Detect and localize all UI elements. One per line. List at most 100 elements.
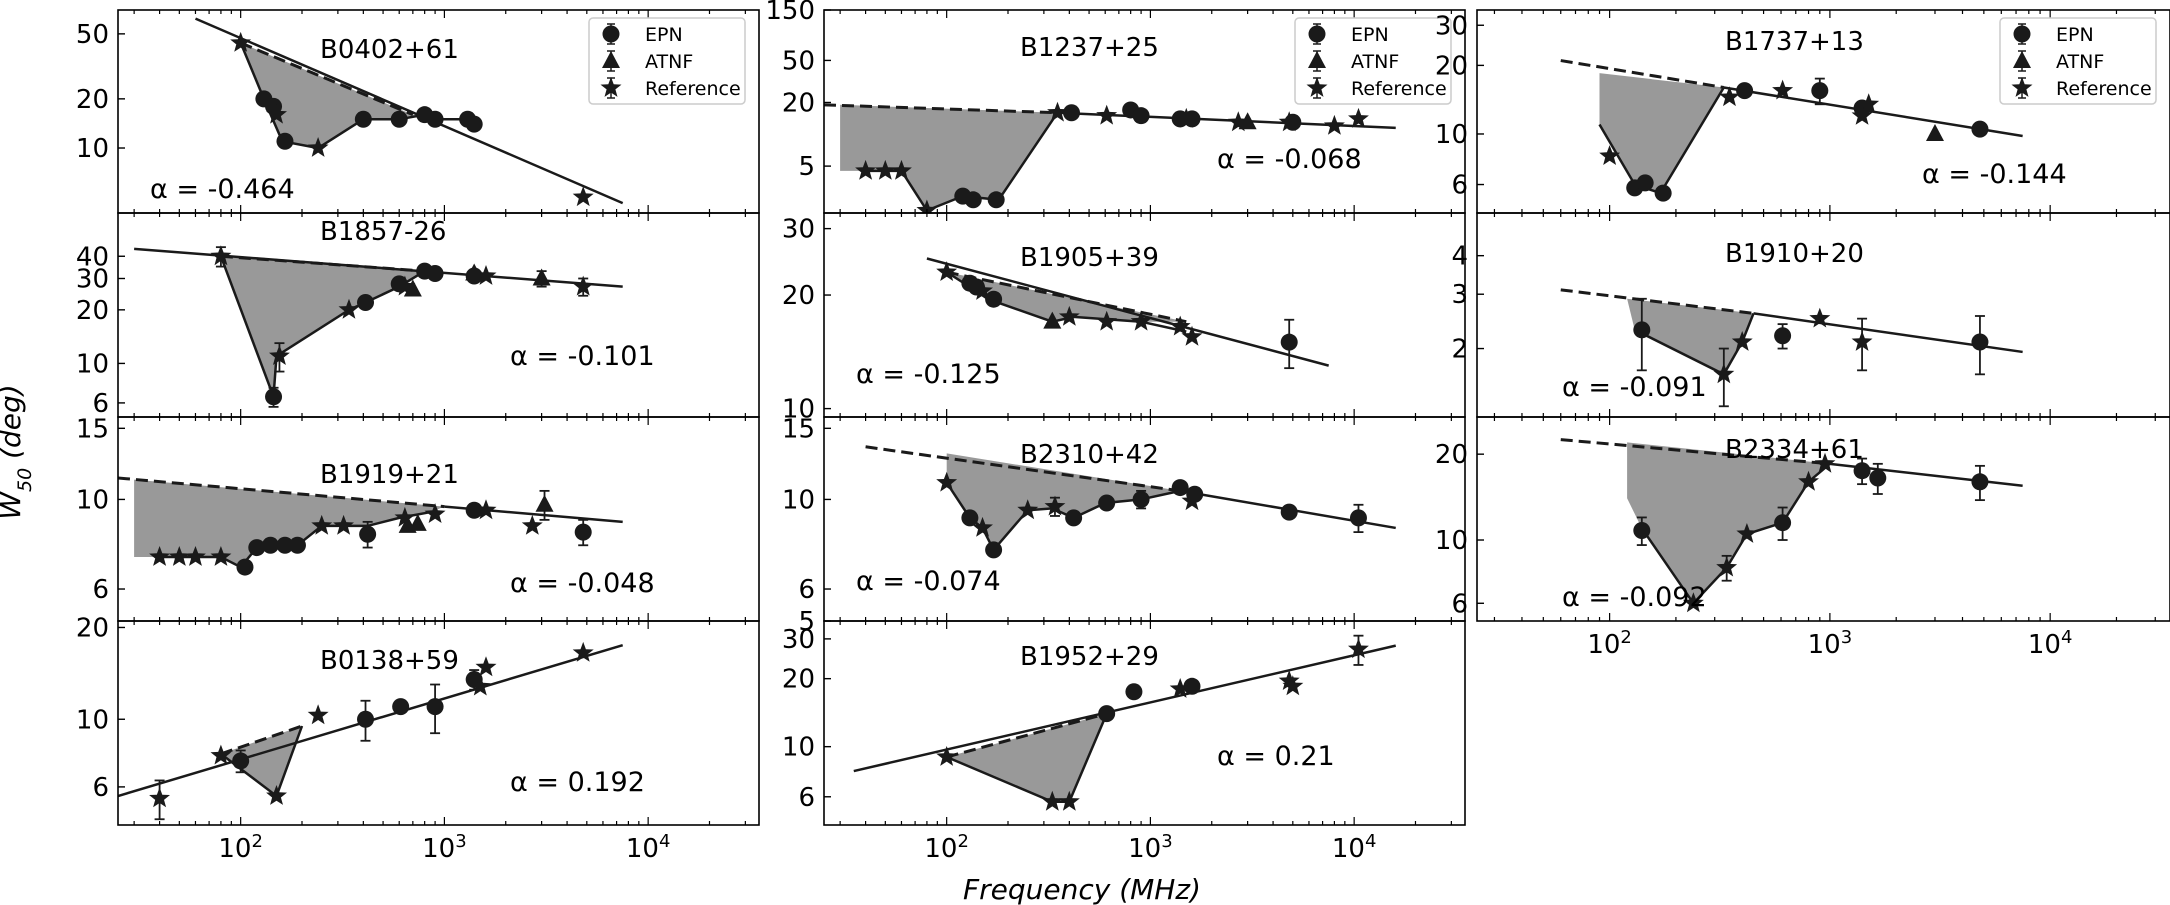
alpha-value: α = -0.074 <box>856 566 1001 597</box>
extrapolation-line <box>1560 59 1725 89</box>
data-reference-point <box>972 280 993 300</box>
data-reference-point <box>1047 101 1068 122</box>
data-reference-point <box>475 265 497 285</box>
legend-label: ATNF <box>645 51 693 73</box>
panel-name: B1737+13 <box>1725 27 1864 57</box>
profile-line <box>1634 312 1755 376</box>
data-epn-point <box>354 110 372 128</box>
extrapolation-line <box>946 712 1108 759</box>
y-tick-label: 20 <box>782 88 815 118</box>
extrapolation-line <box>1560 438 1831 466</box>
data-epn-point <box>985 541 1003 559</box>
legend-epn-point <box>1308 25 1326 43</box>
data-reference-point <box>168 546 190 566</box>
data-reference-point <box>1096 104 1118 125</box>
data-reference-point <box>1731 331 1753 351</box>
y-tick-label: 6 <box>92 575 109 605</box>
data-reference-point <box>1348 638 1369 659</box>
panel-B1237+25: 5 20 50 150 B1237+25 α = -0.068 EPN ATNF Referen… <box>765 0 1466 214</box>
shaded-region <box>946 713 1107 802</box>
y-tick-label: 150 <box>765 0 815 26</box>
shaded-region <box>1627 442 1830 604</box>
data-reference-point <box>210 245 232 266</box>
alpha-value: α = 0.192 <box>510 767 645 798</box>
plot-area <box>853 634 1397 811</box>
data-reference-point <box>1058 790 1080 811</box>
y-tick-label: 20 <box>1435 440 1468 470</box>
data-epn-point <box>1280 503 1298 521</box>
data-epn-point <box>1280 333 1298 351</box>
data-reference-point <box>185 546 206 566</box>
data-epn-point <box>1811 82 1829 100</box>
data-reference-point <box>1323 114 1345 135</box>
data-reference-point <box>1041 790 1063 811</box>
data-reference-point <box>269 345 290 365</box>
plot-area <box>824 101 1396 213</box>
panel-name: B2310+42 <box>1020 440 1159 470</box>
data-epn-point <box>1654 184 1672 202</box>
data-reference-point <box>572 641 594 662</box>
data-reference-point <box>572 186 594 207</box>
data-epn-point <box>985 290 1003 308</box>
extrapolation-line <box>220 254 425 273</box>
data-epn-point <box>1774 514 1792 532</box>
data-epn-point <box>359 525 377 543</box>
data-epn-point <box>1736 82 1754 100</box>
data-reference-point <box>394 506 416 527</box>
data-epn-point <box>1636 174 1654 192</box>
data-epn-point <box>357 293 375 311</box>
legend-epn-point <box>602 25 620 43</box>
data-epn-point <box>1098 494 1116 512</box>
legend-label: ATNF <box>1351 51 1399 73</box>
data-epn-point <box>426 698 444 716</box>
panel-name: B1952+29 <box>1020 642 1159 672</box>
extrapolation-line <box>240 41 414 117</box>
data-reference-point <box>1716 556 1738 577</box>
data-epn-point <box>265 388 283 406</box>
y-tick-label: 20 <box>782 281 815 311</box>
legend-atnf-point <box>1308 51 1326 68</box>
y-tick-label: 40 <box>76 242 109 272</box>
panel-B1910+20: 2 3 4 B1910+20 α = -0.091 <box>1451 212 2170 418</box>
data-reference-point <box>874 159 896 180</box>
panel-frame <box>117 620 760 826</box>
data-reference-point <box>1058 305 1080 326</box>
x-tick-label: 103 <box>422 831 467 865</box>
y-tick-label: 2 <box>1451 335 1468 365</box>
x-tick-label: 102 <box>924 831 969 865</box>
legend-label: EPN <box>1351 24 1389 46</box>
y-tick-label: 20 <box>782 665 815 695</box>
data-atnf-point <box>532 268 551 286</box>
data-epn-point <box>261 536 279 554</box>
panel-B1952+29: 6 10 20 30 102 103 104 B1952+29 α = 0.21 <box>782 620 1466 865</box>
x-tick-label: 102 <box>218 831 263 865</box>
data-reference-point <box>855 159 876 180</box>
data-reference-point <box>307 704 329 725</box>
data-reference-point <box>311 514 333 535</box>
data-reference-point <box>1858 93 1880 114</box>
data-reference-point <box>1713 363 1735 384</box>
panel-B1919+21: 6 10 15 B1919+21 α = -0.048 <box>76 414 760 622</box>
panel-B0402+61: 10 20 50 B0402+61 α = -0.464 EPN ATNF Reference <box>76 9 760 214</box>
legend-atnf-point <box>2013 51 2031 68</box>
y-tick-label: 30 <box>782 625 815 655</box>
data-reference-point <box>572 275 594 296</box>
y-tick-label: 20 <box>76 85 109 115</box>
alpha-value: α = -0.068 <box>1217 144 1362 175</box>
data-reference-point <box>424 503 446 523</box>
data-epn-point <box>964 191 982 209</box>
data-reference-point <box>333 514 354 535</box>
y-tick-label: 10 <box>76 705 109 735</box>
y-tick-label: 6 <box>1451 171 1468 201</box>
extrapolation-line <box>824 103 1058 115</box>
fit-line <box>926 257 1330 367</box>
data-epn-point <box>465 115 483 133</box>
data-reference-point <box>1348 107 1369 128</box>
data-epn-point <box>392 698 410 716</box>
data-reference-point <box>1278 670 1300 690</box>
data-reference-point <box>394 275 416 296</box>
legend-reference-point <box>600 77 622 97</box>
plot-area <box>134 245 623 408</box>
